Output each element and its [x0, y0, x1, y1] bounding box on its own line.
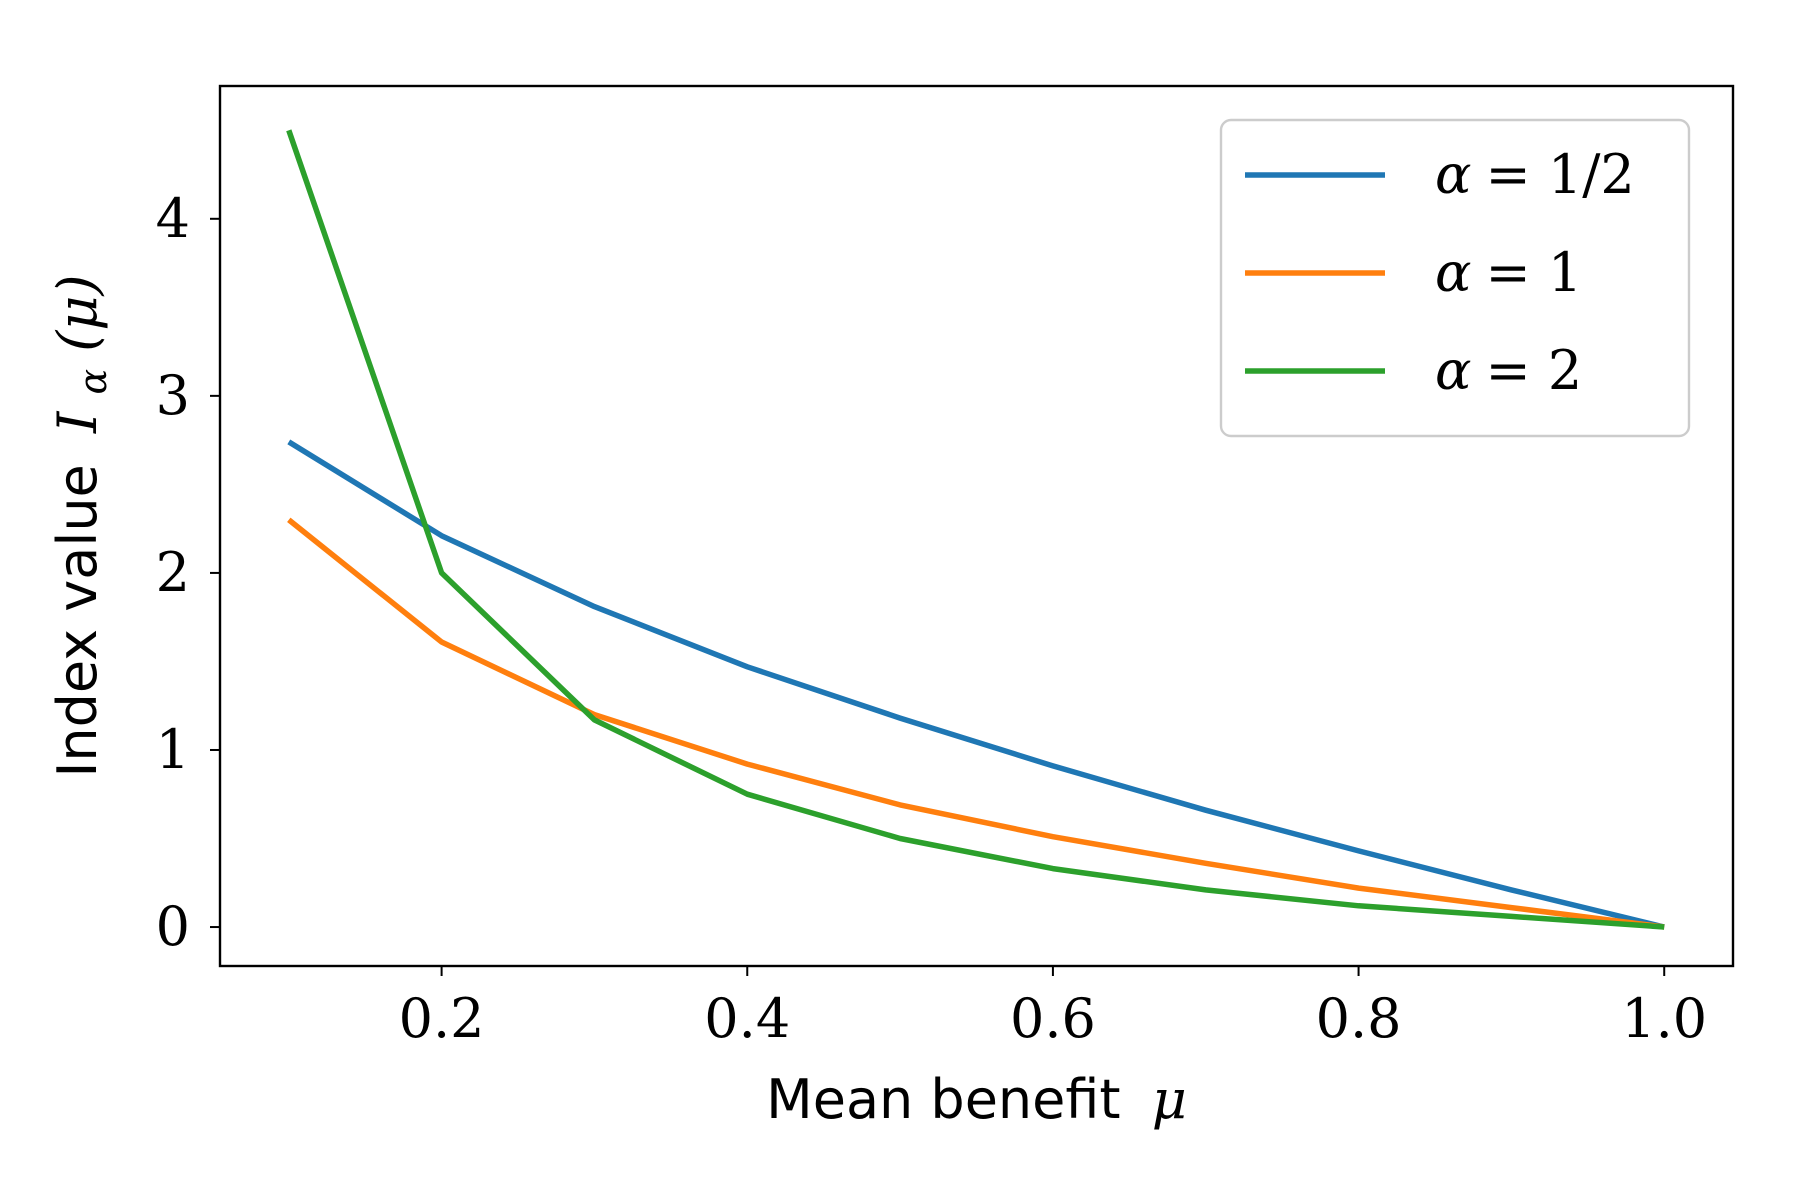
legend: α = 1/2α = 1α = 2	[1219, 118, 1691, 438]
y-axis-label: Index value I α (μ)	[46, 274, 119, 777]
x-tick-label: 0.2	[399, 987, 485, 1050]
series-line-1	[287, 439, 1665, 930]
y-axis-label-symbol: I	[46, 410, 109, 434]
legend-box	[1219, 118, 1691, 438]
x-tick-label: 0.6	[1010, 987, 1096, 1050]
x-axis-label-text: Mean benefit	[766, 1068, 1120, 1131]
x-axis-ticks: 0.2 0.4 0.6 0.8 1.0	[399, 966, 1707, 1050]
series-line-2	[287, 517, 1665, 930]
x-axis-label-symbol: μ	[1152, 1068, 1187, 1131]
legend-label-symbol: α	[1435, 339, 1471, 402]
y-tick-label: 3	[156, 364, 190, 427]
legend-label-symbol: α	[1435, 143, 1471, 206]
y-tick-label: 1	[156, 718, 190, 781]
y-tick-label: 2	[156, 541, 190, 604]
legend-label-rest: = 1	[1485, 241, 1582, 304]
x-axis-label: Mean benefit μ	[766, 1068, 1187, 1131]
legend-label-1: α = 1/2	[1435, 143, 1635, 206]
y-axis-label-subscript: α	[71, 369, 115, 395]
series-line-3	[286, 129, 1665, 930]
legend-label-2: α = 1	[1435, 241, 1582, 304]
series-lines	[286, 129, 1665, 930]
y-axis-ticks: 0 1 2 3 4	[156, 187, 220, 958]
y-tick-label: 0	[156, 895, 190, 958]
legend-label-rest: = 1/2	[1485, 143, 1634, 206]
y-tick-label: 4	[156, 187, 190, 250]
y-axis-label-text: Index value	[46, 464, 109, 777]
legend-label-rest: = 2	[1485, 339, 1582, 402]
legend-items: α = 1/2α = 1α = 2	[1245, 143, 1635, 402]
legend-label-3: α = 2	[1435, 339, 1582, 402]
x-tick-label: 0.8	[1316, 987, 1402, 1050]
y-axis-label-argument: (μ)	[46, 274, 109, 351]
legend-label-symbol: α	[1435, 241, 1471, 304]
x-tick-label: 1.0	[1621, 987, 1707, 1050]
plot-area-frame	[218, 84, 1735, 968]
x-tick-label: 0.4	[704, 987, 790, 1050]
